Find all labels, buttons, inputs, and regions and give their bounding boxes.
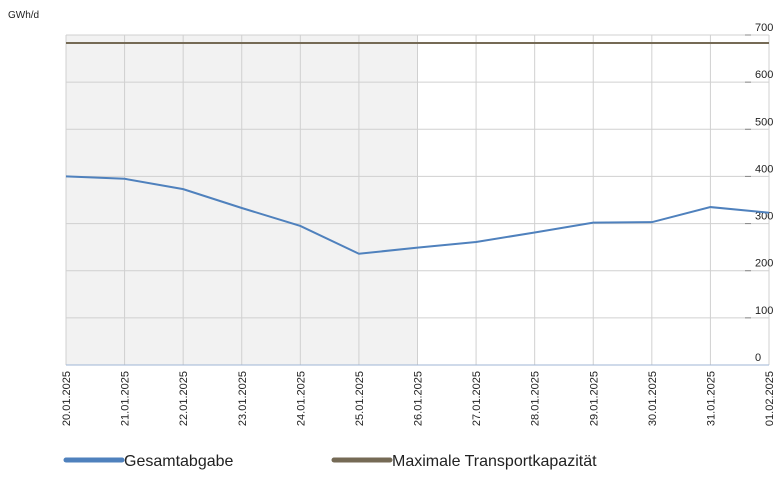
y-tick-label: 700 xyxy=(755,22,773,34)
x-tick-label: 29.01.2025 xyxy=(588,371,600,426)
x-tick-label: 23.01.2025 xyxy=(237,371,249,426)
x-tick-label: 28.01.2025 xyxy=(530,371,542,426)
x-tick-label: 21.01.2025 xyxy=(120,371,132,426)
x-tick-label: 27.01.2025 xyxy=(471,371,483,426)
y-tick-label: 400 xyxy=(755,163,773,175)
legend-label: Maximale Transportkapazität xyxy=(392,453,597,470)
x-tick-label: 01.02.2025 xyxy=(764,371,776,426)
legend-label: Gesamtabgabe xyxy=(124,453,234,470)
x-tick-label: 30.01.2025 xyxy=(647,371,659,426)
y-tick-label: 600 xyxy=(755,69,773,81)
y-tick-label: 500 xyxy=(755,116,773,128)
x-tick-label: 25.01.2025 xyxy=(354,371,366,426)
y-tick-label: 100 xyxy=(755,305,773,317)
series-line xyxy=(65,175,770,255)
y-tick-label: 200 xyxy=(755,258,773,270)
x-tick-label: 26.01.2025 xyxy=(413,371,425,426)
x-tick-label: 31.01.2025 xyxy=(705,371,717,426)
y-tick-label: 0 xyxy=(755,352,761,364)
y-axis-label: GWh/d xyxy=(8,10,39,21)
x-tick-label: 22.01.2025 xyxy=(178,371,190,426)
x-tick-label: 24.01.2025 xyxy=(295,371,307,426)
x-tick-label: 20.01.2025 xyxy=(61,371,73,426)
